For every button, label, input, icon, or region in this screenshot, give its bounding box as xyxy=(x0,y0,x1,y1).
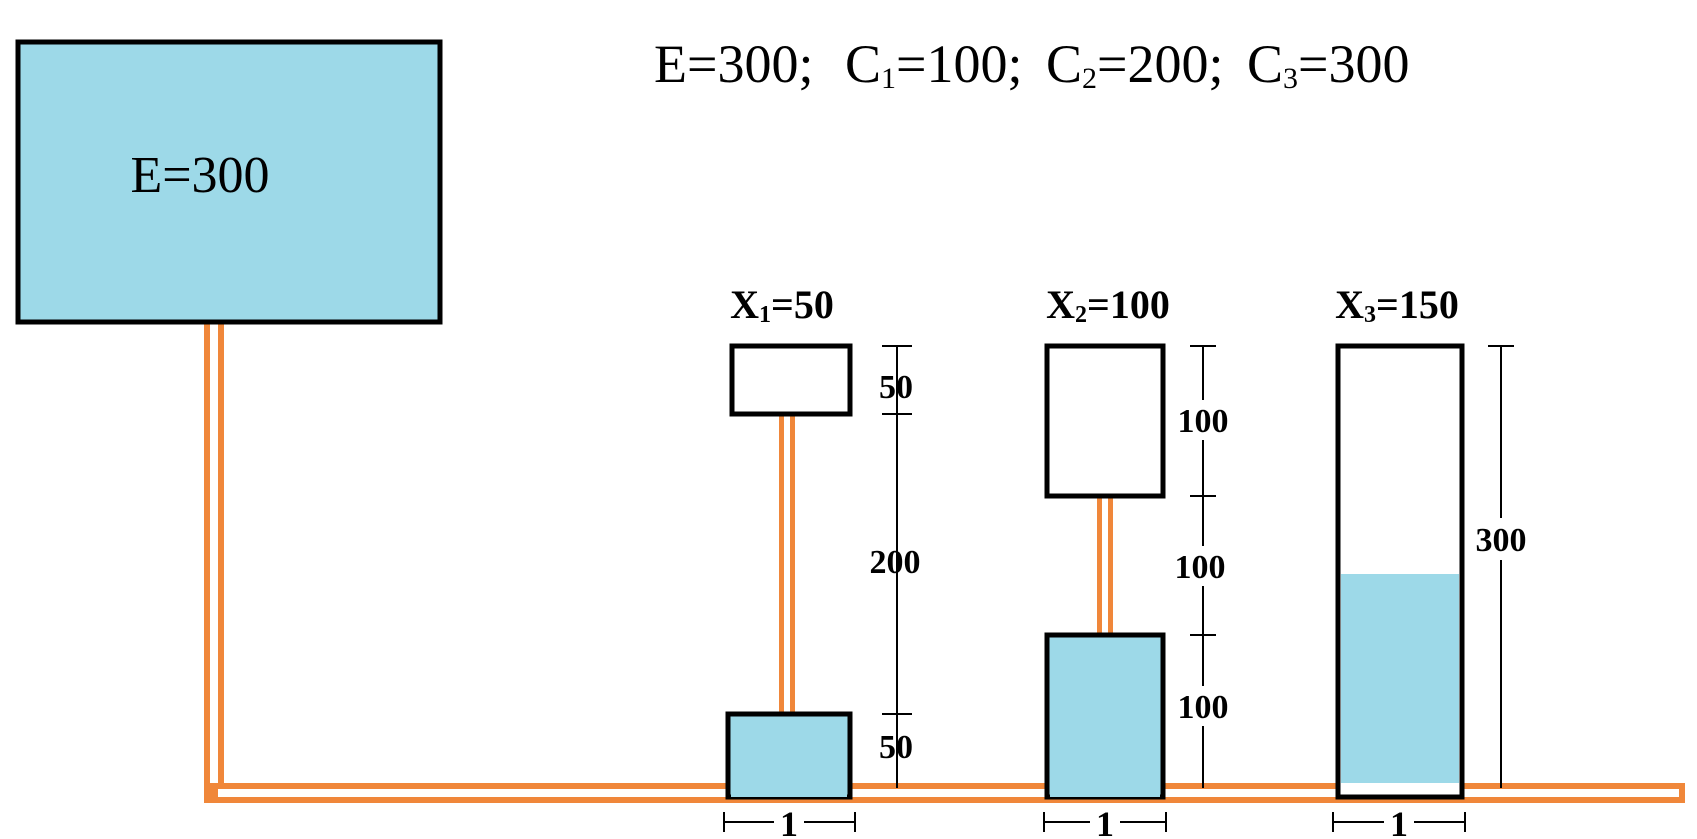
formula-c1-base: C xyxy=(845,34,881,94)
formula-c3-base: C xyxy=(1247,34,1283,94)
vessel-2-dim-top: 100 xyxy=(1178,403,1229,440)
formula-c3-val: =300 xyxy=(1298,34,1409,94)
vessel-3-label: X3=150 xyxy=(1335,282,1459,328)
vessel-1: X1=50 50 200 50 1 xyxy=(723,282,921,839)
pipe-vertical-inner xyxy=(210,320,218,795)
vessel-1-dim-middle: 200 xyxy=(870,544,921,581)
source-tank-label: E=300 xyxy=(130,147,269,204)
vessel-1-dim-bottom: 50 xyxy=(879,729,913,766)
vessel-2: X2=100 100 100 100 1 xyxy=(1043,282,1236,839)
formula-text: E=300; C1=100; C2=200; C3=300 xyxy=(654,34,1409,95)
vessel-3-dim-total: 300 xyxy=(1476,522,1527,559)
source-tank-box xyxy=(15,39,443,325)
vessel-2-width-label: 1 xyxy=(1096,804,1114,839)
formula-c1-val: =100; xyxy=(896,34,1022,94)
vessel-1-label: X1=50 xyxy=(730,282,834,328)
vessel-2-label: X2=100 xyxy=(1046,282,1170,328)
main-pipe xyxy=(204,320,1685,803)
formula-c1-sub: 1 xyxy=(881,62,896,95)
vessel-1-width-label: 1 xyxy=(780,804,798,839)
formula-c2-sub: 2 xyxy=(1082,62,1097,95)
formula-c2-val: =200; xyxy=(1097,34,1223,94)
vessel-2-dim-bottom: 100 xyxy=(1178,689,1229,726)
vessel-3: X3=150 300 1 xyxy=(1332,282,1534,839)
vessel-1-top-box xyxy=(729,343,853,417)
vessel-3-water xyxy=(1341,574,1459,783)
formula-c2-base: C xyxy=(1046,34,1082,94)
pipe-horizontal-inner xyxy=(218,789,1679,797)
vessel-2-dim-middle: 100 xyxy=(1175,549,1226,586)
formula-e: E=300; xyxy=(654,34,813,94)
vessel-2-bottom-box xyxy=(1044,632,1166,800)
vessel-1-dim-top: 50 xyxy=(879,369,913,406)
source-tank: E=300 xyxy=(15,39,443,325)
formula-c3-sub: 3 xyxy=(1283,62,1298,95)
vessel-3-width-label: 1 xyxy=(1390,804,1408,839)
vessel-2-top-box xyxy=(1044,343,1166,499)
